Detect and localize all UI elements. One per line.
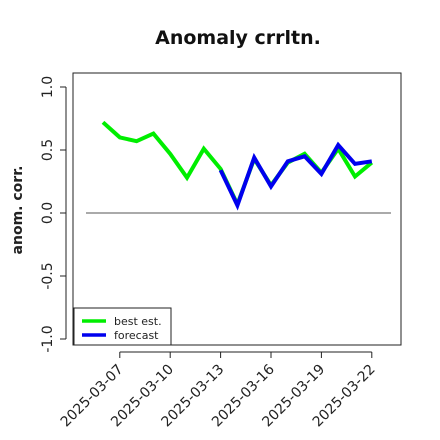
y-axis: -1.0 -0.5 0.0 0.5 1.0 (40, 76, 67, 353)
series-layer (101, 120, 374, 211)
series-line-forecast (218, 141, 373, 211)
legend-box (73, 307, 172, 346)
series-line-best-est (101, 120, 374, 210)
legend-label-best-est: best est. (114, 315, 162, 328)
y-axis-label: anom. corr. (10, 166, 26, 255)
y-tick-label: 1.0 (40, 76, 56, 98)
legend-label-forecast: forecast (114, 329, 159, 342)
legend: best est. forecast (73, 307, 172, 346)
y-tick-label: 0.5 (40, 139, 56, 161)
chart-title: Anomaly crrltn. (155, 27, 321, 49)
plot-frame (72, 72, 402, 346)
y-tick-label: -1.0 (40, 325, 56, 352)
y-tick-label: -0.5 (40, 262, 56, 289)
y-tick-label: 0.0 (40, 202, 56, 224)
x-axis: 2025-03-072025-03-102025-03-132025-03-16… (58, 351, 379, 430)
